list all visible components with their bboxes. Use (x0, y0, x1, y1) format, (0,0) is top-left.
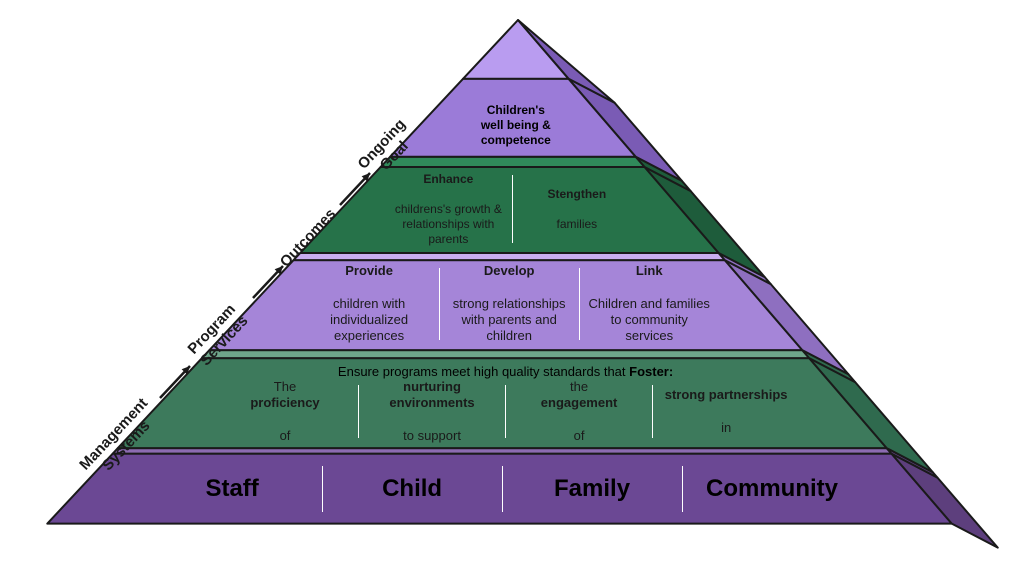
tier-apex: Children'swell being &competence (457, 97, 575, 155)
apex-text: Children'swell being &competence (457, 97, 575, 155)
outcomes-cell: Enhancechildrens's growth & relationship… (385, 169, 513, 249)
services-cell: Developstrong relationships with parents… (440, 262, 579, 346)
base-cell: Community (683, 460, 862, 518)
base-cell: Child (323, 460, 502, 518)
pyramid-svg: StaffChildFamilyCommunity Ensure programs… (0, 0, 1024, 576)
tier-base: StaffChildFamilyCommunity (143, 460, 862, 518)
outcomes-cell: Stengthenfamilies (513, 169, 641, 249)
mgmt-cell: nurturing environments to support (359, 379, 505, 444)
services-cell: Providechildren with individualized expe… (300, 262, 439, 346)
tier-mgmt: Ensure programs meet high quality standa… (212, 360, 799, 444)
base-cell: Staff (143, 460, 322, 518)
pyramid-infographic: { "canvas": { "width": 1024, "height": 5… (0, 0, 1024, 576)
mgmt-cell: The proficiency of (212, 379, 358, 444)
services-cell: LinkChildren and families to community s… (580, 262, 719, 346)
base-cell: Family (503, 460, 682, 518)
tier-services: Providechildren with individualized expe… (300, 262, 719, 346)
mgmt-cell: strong partnerships in (653, 379, 799, 444)
mgmt-heading: Ensure programs meet high quality standa… (212, 360, 799, 379)
tier-outcomes: Enhancechildrens's growth & relationship… (385, 169, 641, 249)
mgmt-cell: the engagement of (506, 379, 652, 444)
